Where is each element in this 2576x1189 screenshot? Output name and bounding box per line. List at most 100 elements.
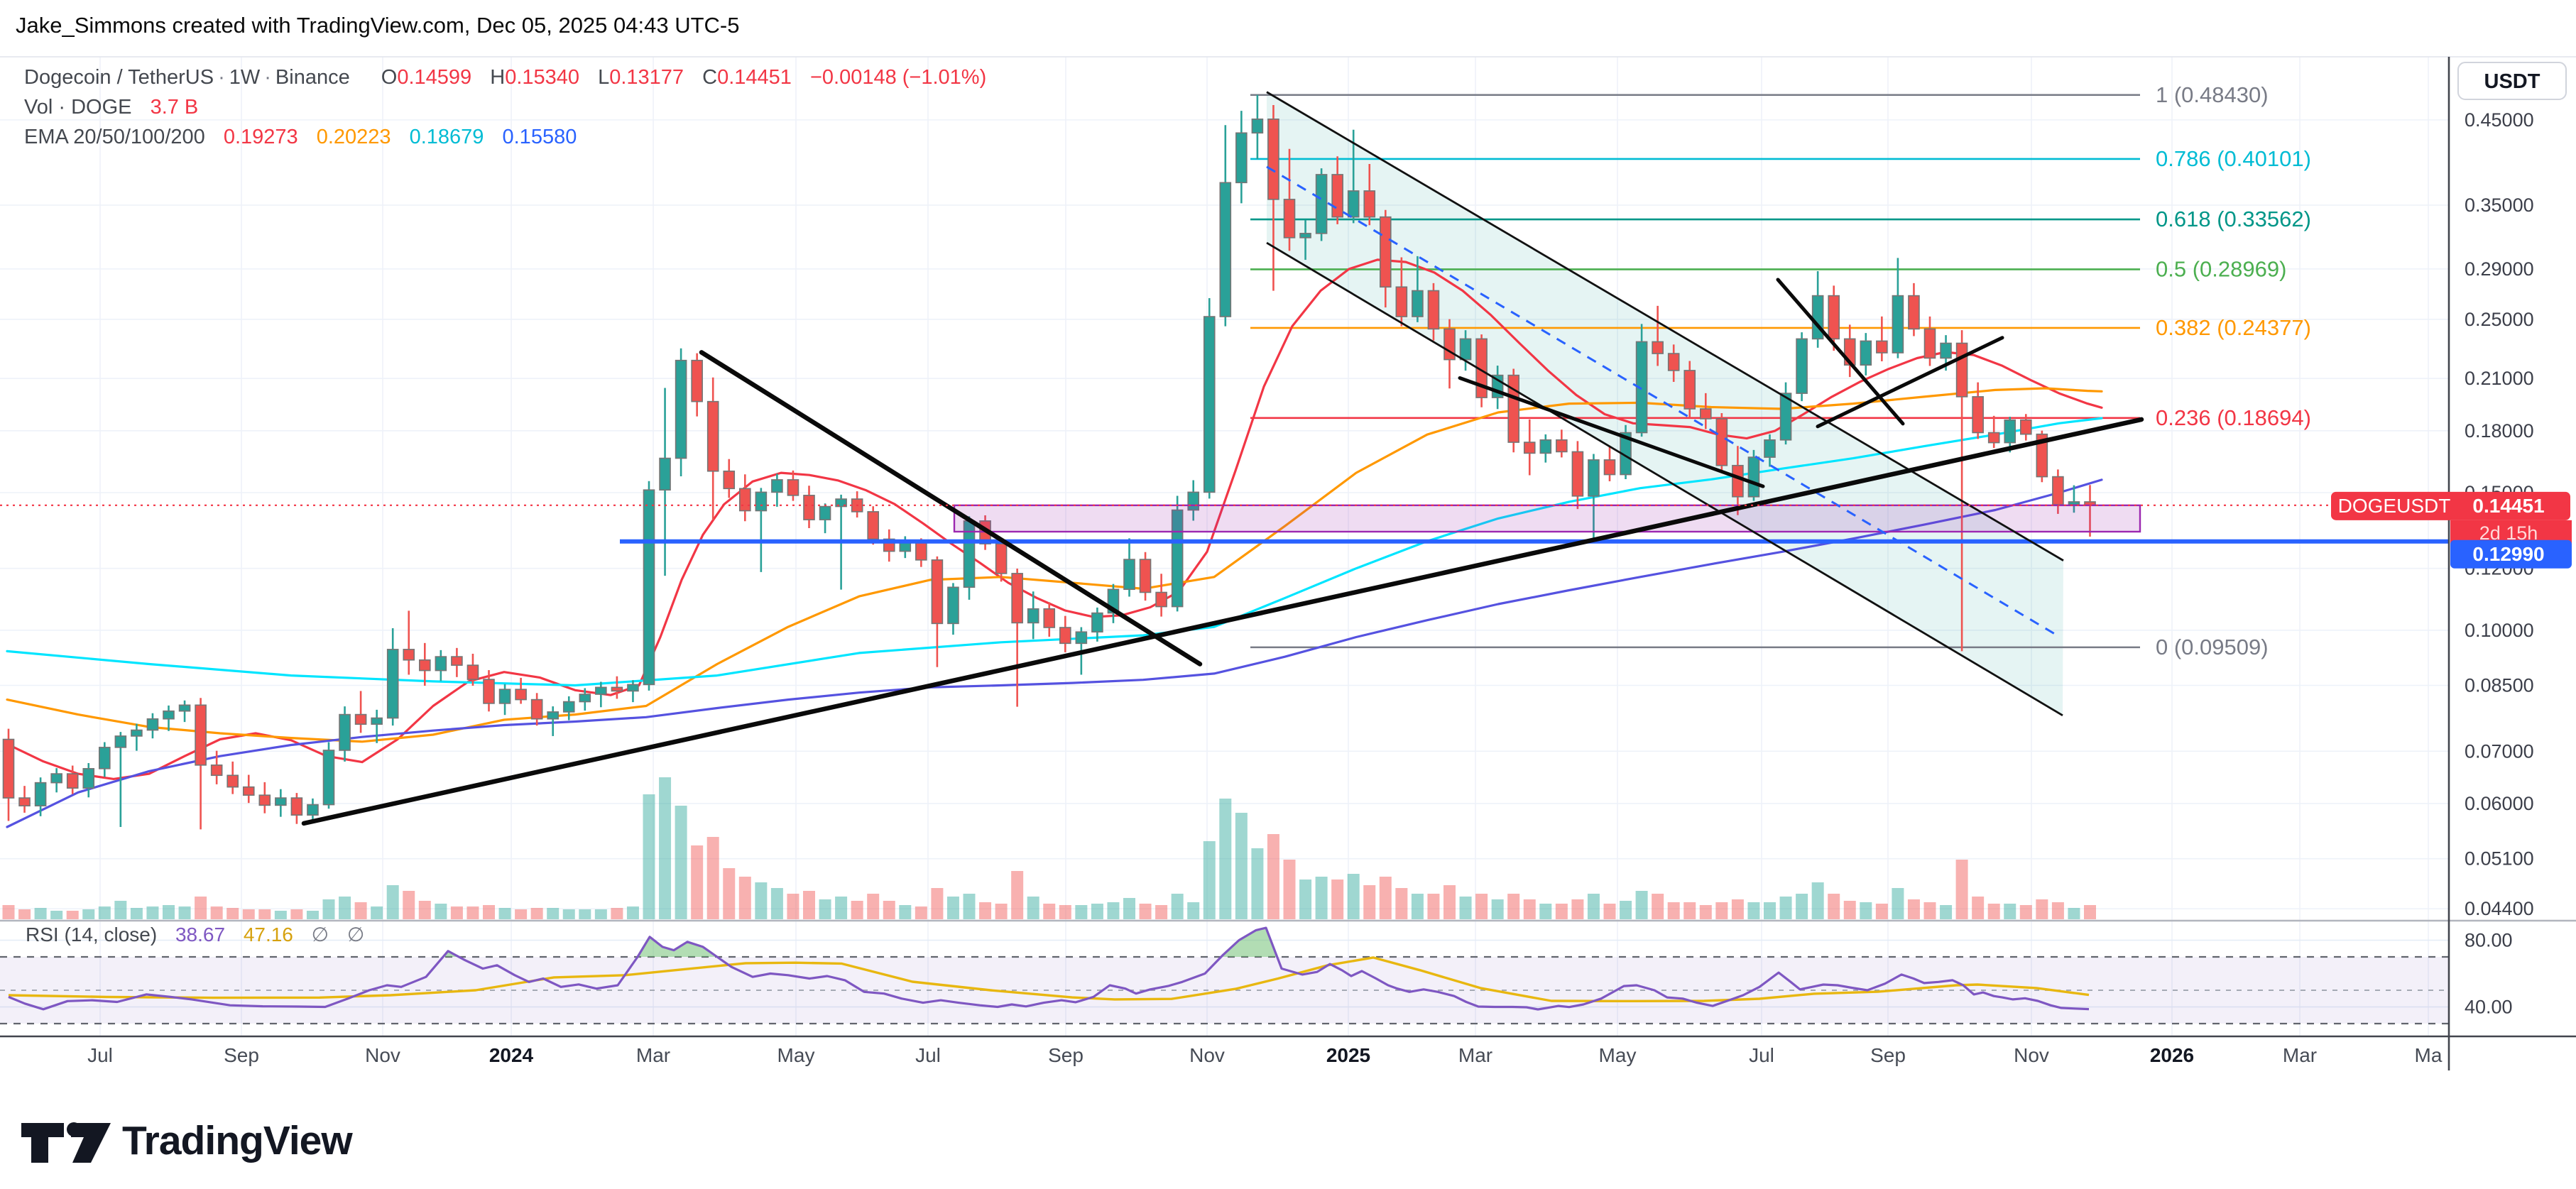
ema-line[interactable] (6, 417, 2103, 687)
candle-body (579, 694, 591, 703)
exchange-label[interactable]: Binance (275, 66, 350, 89)
rsi-ma-line[interactable] (8, 956, 2090, 1003)
time-axis-month-label[interactable]: Sep (224, 1044, 259, 1066)
time-axis-year-label[interactable]: 2025 (1326, 1044, 1370, 1066)
time-axis-month-label[interactable]: May (777, 1044, 815, 1066)
candle-body (1940, 342, 1952, 359)
volume-bar (979, 902, 992, 919)
ema100-value: 0.18679 (409, 126, 484, 148)
volume-bar (195, 897, 207, 919)
rsi-legend-row[interactable]: RSI (14, close) 38.67 47.16 ∅ ∅ (26, 923, 364, 946)
candle-body (835, 498, 847, 508)
volume-legend-row[interactable]: Vol · DOGE 3.7 B (24, 92, 986, 122)
candle-body (1507, 374, 1519, 443)
candle-body (562, 701, 575, 713)
candle-body (1539, 439, 1552, 454)
rsi-label: RSI (14, close) (26, 924, 158, 946)
attribution-header: Jake_Simmons created with TradingView.co… (16, 13, 740, 38)
candle-body (915, 542, 927, 561)
time-axis-year-label[interactable]: 2024 (489, 1044, 534, 1066)
volume-bar (403, 891, 415, 919)
channel-upper-line[interactable] (1266, 91, 2064, 561)
time-axis-month-label[interactable]: Sep (1870, 1044, 1906, 1066)
rsi-line[interactable] (8, 926, 2090, 1011)
rsi-axis-label: 80.00 (2465, 930, 2513, 951)
candle-body (547, 711, 560, 720)
volume-bar (1395, 888, 1408, 919)
candle-body (1043, 608, 1056, 628)
time-axis-month-label[interactable]: Nov (2014, 1044, 2049, 1066)
volume-bar (819, 899, 831, 919)
channel-mid-dashed-line[interactable] (1266, 165, 2056, 635)
candle-body (195, 704, 207, 766)
candle-body (1667, 353, 1680, 371)
volume-bar (98, 906, 111, 919)
candle-body (371, 717, 383, 725)
candle-body (1459, 338, 1472, 361)
time-axis-month-label[interactable]: Jul (915, 1044, 941, 1066)
time-axis-month-label[interactable]: Nov (365, 1044, 400, 1066)
candle-body (403, 649, 415, 661)
volume-bar (723, 868, 736, 919)
triangle-descending-line[interactable] (1776, 278, 1905, 426)
time-axis-month-label[interactable]: Jul (87, 1044, 113, 1066)
volume-bar (835, 897, 848, 919)
candle-body (1955, 342, 1968, 398)
channel-lower-line[interactable] (1266, 241, 2063, 717)
time-axis-month-label[interactable]: Mar (636, 1044, 670, 1066)
candle-body (435, 656, 447, 672)
volume-bar (178, 906, 191, 919)
candle-body (227, 774, 239, 788)
volume-bar (163, 905, 175, 919)
time-axis-month-label[interactable]: Sep (1048, 1044, 1084, 1066)
candle-body (1203, 316, 1216, 493)
candle-body (1059, 627, 1071, 645)
volume-bar (1475, 894, 1488, 919)
time-axis-month-label[interactable]: Jul (1749, 1044, 1774, 1066)
time-axis-month-label[interactable]: Mar (2283, 1044, 2317, 1066)
time-axis-year-label[interactable]: 2026 (2150, 1044, 2194, 1066)
volume-bar (2051, 902, 2064, 919)
volume-bar (2084, 905, 2096, 919)
volume-bar (2, 905, 15, 919)
time-axis-month-label[interactable]: May (1599, 1044, 1637, 1066)
triangle-ascending-line[interactable] (1816, 336, 2004, 429)
candle-body (242, 786, 255, 796)
last-price-badge (2331, 491, 2570, 520)
time-axis-month-label[interactable]: Ma (2415, 1044, 2443, 1066)
price-axis-label: 0.35000 (2465, 194, 2534, 216)
volume-bar (1955, 860, 1968, 919)
volume-bar (386, 885, 399, 919)
ema-legend-row[interactable]: EMA 20/50/100/200 0.19273 0.20223 0.1867… (24, 122, 986, 152)
volume-bar (1299, 880, 1312, 919)
descending-trendline-2025[interactable] (1458, 376, 1765, 488)
interval-label[interactable]: 1W (229, 66, 261, 89)
candle-body (995, 543, 1008, 574)
fib-label: 0.5 (0.28969) (2156, 256, 2286, 281)
chart-legend: Dogecoin / TetherUS · 1W · Binance O0.14599 … (24, 62, 986, 152)
volume-bar (1075, 905, 1088, 919)
volume-bar (210, 906, 223, 919)
rsi-empty-2: ∅ (346, 924, 365, 946)
candle-body (1892, 295, 1904, 354)
price-axis-label: 0.25000 (2465, 309, 2534, 330)
ascending-trendline-long[interactable] (301, 417, 2144, 826)
volume-bar (114, 901, 127, 919)
candle-body (1732, 464, 1744, 498)
volume-bar (643, 794, 655, 919)
descending-trendline-2024[interactable] (699, 350, 1203, 667)
time-axis-month-label[interactable]: Mar (1458, 1044, 1492, 1066)
ema-line[interactable] (6, 387, 2103, 743)
symbol-legend-row[interactable]: Dogecoin / TetherUS · 1W · Binance O0.14599 … (24, 66, 987, 89)
candle-body (1283, 199, 1296, 239)
volume-bar (995, 904, 1008, 919)
volume-bar (770, 888, 783, 919)
time-axis-month-label[interactable]: Nov (1189, 1044, 1225, 1066)
symbol-name[interactable]: Dogecoin / TetherUS (24, 66, 214, 89)
supply-zone[interactable] (953, 504, 2141, 533)
ema-line[interactable] (6, 258, 2103, 781)
ema-line[interactable] (6, 478, 2103, 828)
candle-body (1363, 190, 1376, 218)
candle-body (1251, 119, 1264, 134)
